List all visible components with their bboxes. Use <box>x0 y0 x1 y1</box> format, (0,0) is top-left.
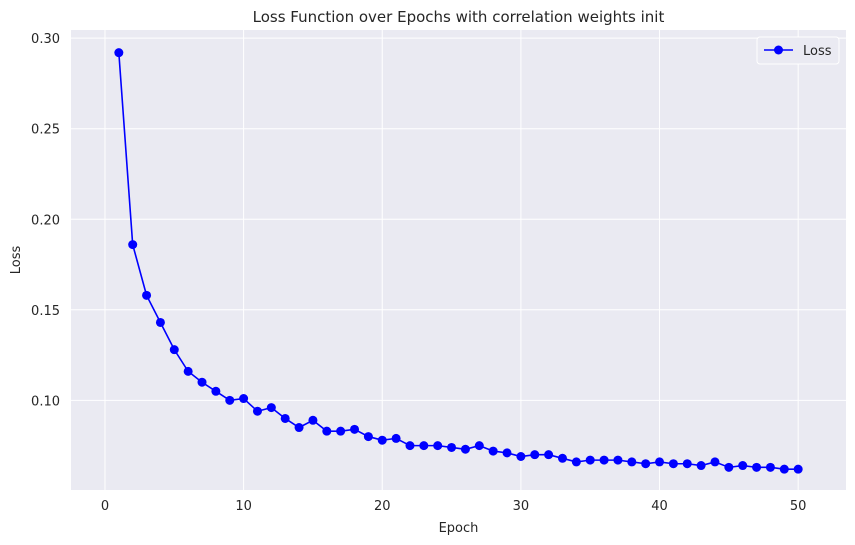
y-tick-label: 0.10 <box>31 394 60 409</box>
loss-point <box>183 366 193 376</box>
loss-point <box>779 464 789 474</box>
loss-point <box>502 448 512 458</box>
loss-point <box>211 386 221 396</box>
x-tick-label: 40 <box>651 499 668 514</box>
loss-point <box>655 457 665 467</box>
loss-point <box>516 451 526 461</box>
grid <box>71 30 846 490</box>
loss-point <box>225 395 235 405</box>
chart-title: Loss Function over Epochs with correlati… <box>253 8 665 26</box>
loss-point <box>350 424 360 434</box>
loss-point <box>641 459 651 469</box>
loss-point <box>322 426 332 436</box>
loss-point <box>738 461 748 471</box>
loss-point <box>155 317 165 327</box>
x-tick-label: 50 <box>790 499 807 514</box>
loss-point <box>488 446 498 456</box>
loss-point <box>294 423 304 433</box>
loss-point <box>627 457 637 467</box>
loss-point <box>724 462 734 472</box>
y-tick-label: 0.20 <box>31 213 60 228</box>
x-axis-label: Epoch <box>439 521 479 536</box>
loss-point <box>460 444 470 454</box>
loss-point <box>530 450 540 460</box>
loss-point <box>793 464 803 474</box>
loss-point <box>710 457 720 467</box>
loss-point <box>668 459 678 469</box>
loss-point <box>752 462 762 472</box>
loss-point <box>391 433 401 443</box>
x-tick-label: 0 <box>101 499 109 514</box>
y-tick-label: 0.25 <box>31 123 60 138</box>
y-tick-labels: 0.10 0.15 0.20 0.25 0.30 <box>31 32 60 409</box>
loss-point <box>765 462 775 472</box>
loss-point <box>613 455 623 465</box>
loss-point <box>419 441 429 451</box>
loss-point <box>377 435 387 445</box>
loss-point <box>447 442 457 452</box>
loss-point <box>571 457 581 467</box>
loss-point <box>433 441 443 451</box>
legend-label: Loss <box>803 44 832 59</box>
loss-point <box>544 450 554 460</box>
loss-point <box>682 459 692 469</box>
loss-point <box>474 441 484 451</box>
loss-point <box>363 432 373 442</box>
x-tick-label: 10 <box>235 499 252 514</box>
legend-marker-swatch <box>774 45 783 55</box>
loss-point <box>266 403 276 413</box>
loss-point <box>142 290 152 300</box>
loss-point <box>114 48 124 58</box>
loss-point <box>252 406 262 416</box>
x-tick-labels: 0 10 20 30 40 50 <box>101 499 807 514</box>
loss-point <box>308 415 318 425</box>
series-loss <box>114 48 803 474</box>
loss-point <box>128 240 138 250</box>
y-tick-label: 0.15 <box>31 304 60 319</box>
x-tick-label: 30 <box>513 499 530 514</box>
loss-point <box>336 426 346 436</box>
loss-point <box>405 441 415 451</box>
legend: Loss <box>756 36 840 65</box>
y-axis-label: Loss <box>9 246 24 275</box>
x-tick-label: 20 <box>374 499 391 514</box>
plot-background <box>71 30 846 490</box>
loss-point <box>169 345 179 355</box>
loss-point <box>696 461 706 471</box>
loss-point <box>557 453 567 463</box>
loss-point <box>239 394 249 404</box>
loss-point <box>585 455 595 465</box>
legend-box <box>756 36 840 65</box>
loss-point <box>197 377 207 387</box>
loss-point <box>280 413 290 423</box>
loss-point <box>599 455 609 465</box>
y-tick-label: 0.30 <box>31 32 60 47</box>
